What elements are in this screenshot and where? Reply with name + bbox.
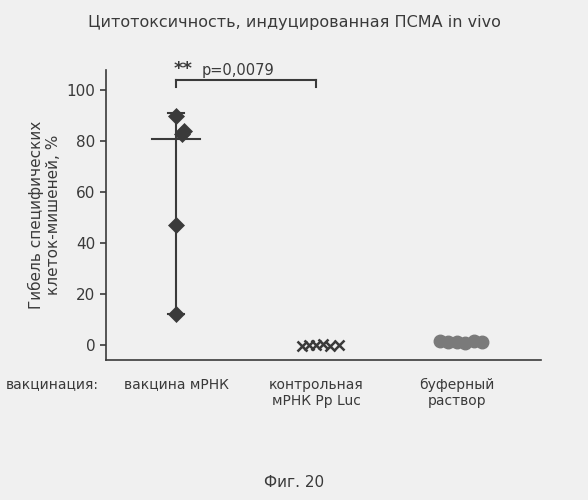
Text: вакцинация:: вакцинация:: [6, 378, 99, 392]
Text: контрольная
мРНК Pp Luc: контрольная мРНК Pp Luc: [269, 378, 364, 408]
Y-axis label: Гибель специфических
клеток-мишеней, %: Гибель специфических клеток-мишеней, %: [28, 121, 61, 309]
Text: вакцина мРНК: вакцина мРНК: [123, 378, 229, 392]
Text: p=0,0079: p=0,0079: [201, 62, 274, 78]
Text: Фиг. 20: Фиг. 20: [264, 475, 324, 490]
Text: **: **: [173, 60, 192, 78]
Text: буферный
раствор: буферный раствор: [419, 378, 495, 408]
Text: Цитотоксичность, индуцированная ПСМА in vivo: Цитотоксичность, индуцированная ПСМА in …: [88, 15, 500, 30]
